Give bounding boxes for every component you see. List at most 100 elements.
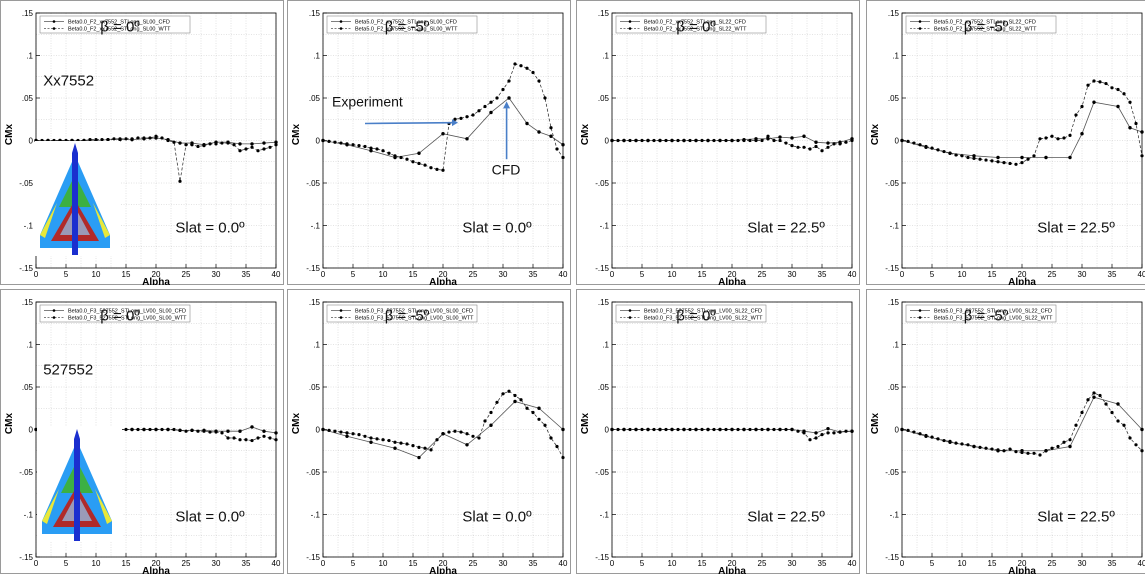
y-tick-label: -.15 (306, 264, 320, 273)
x-tick-label: 10 (668, 559, 677, 568)
data-point (996, 448, 1000, 452)
data-point (790, 144, 794, 148)
data-point (900, 138, 904, 143)
data-point (1128, 100, 1132, 104)
chart-svg-3: 0 5 10 15 20 25 30 35 40 -.15 -.1 -.05 0 .05 .1 .15 Alph… (576, 0, 860, 285)
data-point (130, 427, 134, 432)
y-tick-label: .15 (598, 298, 610, 307)
series-wtt (900, 79, 1144, 166)
data-point (238, 429, 242, 433)
data-point (1062, 136, 1066, 140)
x-tick-label: 30 (499, 270, 508, 279)
delta-wing-aircraft-icon (37, 427, 122, 542)
x-tick-label: 40 (1138, 270, 1145, 279)
data-point (796, 429, 800, 433)
x-tick-label: 25 (469, 559, 478, 568)
y-tick-label: .1 (26, 341, 33, 350)
beta-annotation: β = 0º (100, 308, 140, 325)
data-point (930, 435, 934, 439)
data-point (411, 444, 415, 448)
data-point (124, 137, 128, 141)
config-annotation: 527552 (43, 361, 93, 378)
x-tick-label: 35 (818, 270, 827, 279)
data-point (465, 443, 469, 447)
legend-box (905, 15, 1057, 34)
data-point (1032, 451, 1036, 455)
x-tick-label: 10 (92, 559, 101, 568)
data-point (912, 141, 916, 145)
data-point (321, 427, 325, 432)
data-point (1026, 157, 1030, 161)
data-point (519, 64, 523, 68)
data-point (471, 113, 475, 117)
data-point (268, 436, 272, 440)
y-tick-label: -.15 (19, 553, 33, 562)
data-point (778, 427, 782, 432)
series-line (901, 392, 1143, 456)
data-point (417, 455, 421, 460)
x-tick-label: 40 (272, 270, 281, 279)
x-tick-label: 20 (439, 559, 448, 568)
data-point (712, 427, 716, 432)
legend-entry: Beta0.0_F2_xx7552_STLong_SL00_CFD (68, 20, 170, 26)
data-point (465, 115, 469, 119)
y-axis-label: CMx (291, 124, 302, 146)
data-point (465, 137, 469, 141)
legend-entry: Beta5.0_F3_527552_STLong_LV00_SL00_WTT (355, 316, 474, 322)
data-point (339, 430, 343, 434)
y-axis-label: CMx (580, 124, 591, 146)
chart-svg-5: 0 5 10 15 20 25 30 35 40 -.15 -.1 -.05 0 .05 .1 .15 Alph… (0, 289, 284, 574)
data-point (760, 138, 764, 143)
x-tick-label: 40 (1138, 559, 1145, 568)
data-point (942, 438, 946, 443)
legend: Beta5.0_F3_527552_STLong_LV00_SL00_CFDBe… (326, 304, 478, 323)
data-point (1086, 83, 1090, 87)
data-point (387, 438, 391, 443)
data-point (465, 432, 469, 436)
data-point (549, 134, 553, 138)
x-tick-label: 25 (182, 270, 191, 279)
data-point (790, 136, 794, 140)
y-tick-label: .1 (892, 52, 899, 61)
data-point (495, 400, 499, 404)
data-point (1092, 100, 1096, 104)
data-point (772, 138, 776, 143)
x-tick-label: 5 (930, 559, 935, 568)
data-point (646, 427, 650, 432)
data-point (706, 427, 710, 432)
data-point (826, 145, 830, 149)
y-tick-label: 0 (895, 137, 900, 146)
data-point (820, 433, 824, 437)
data-point (256, 436, 260, 440)
chart-panel-4: 0 5 10 15 20 25 30 35 40 -.15 -.1 -.05 0 .05 .1 .15 Alph… (866, 0, 1145, 285)
data-point (1002, 449, 1006, 453)
data-point (136, 136, 140, 140)
data-point (1068, 438, 1072, 442)
data-point (742, 138, 746, 143)
x-tick-label: 35 (1108, 559, 1117, 568)
data-point (972, 444, 976, 449)
legend-box (905, 304, 1057, 323)
chart-panel-1: 0 5 10 15 20 25 30 35 40 -.15 -.1 -.05 0 .05 .1 .15 Alph… (0, 0, 284, 285)
series-line (322, 63, 564, 171)
beta-annotation: β = 0º (676, 308, 716, 325)
chart-panel-2: 0 5 10 15 20 25 30 35 40 -.15 -.1 -.05 0 .05 .1 .15 Alph… (287, 0, 571, 285)
x-tick-label: 5 (351, 270, 356, 279)
data-point (912, 430, 916, 434)
beta-annotation: β = 0º (100, 19, 140, 36)
legend: Beta0.0_F3_527552_STLong_LV00_SL22_CFDBe… (615, 304, 767, 323)
y-tick-label: -.1 (890, 222, 900, 231)
legend-marker (918, 20, 922, 23)
data-point (250, 145, 254, 149)
slat-annotation: Slat = 0.0º (175, 219, 245, 236)
x-tick-label: 0 (900, 270, 905, 279)
x-tick-label: 10 (668, 270, 677, 279)
legend-marker (339, 20, 343, 23)
y-tick-label: -.05 (885, 468, 899, 477)
data-point (700, 427, 704, 432)
data-point (1104, 81, 1108, 86)
data-point (357, 433, 361, 437)
data-point (345, 431, 349, 435)
data-point (34, 427, 38, 432)
data-point (274, 438, 278, 442)
